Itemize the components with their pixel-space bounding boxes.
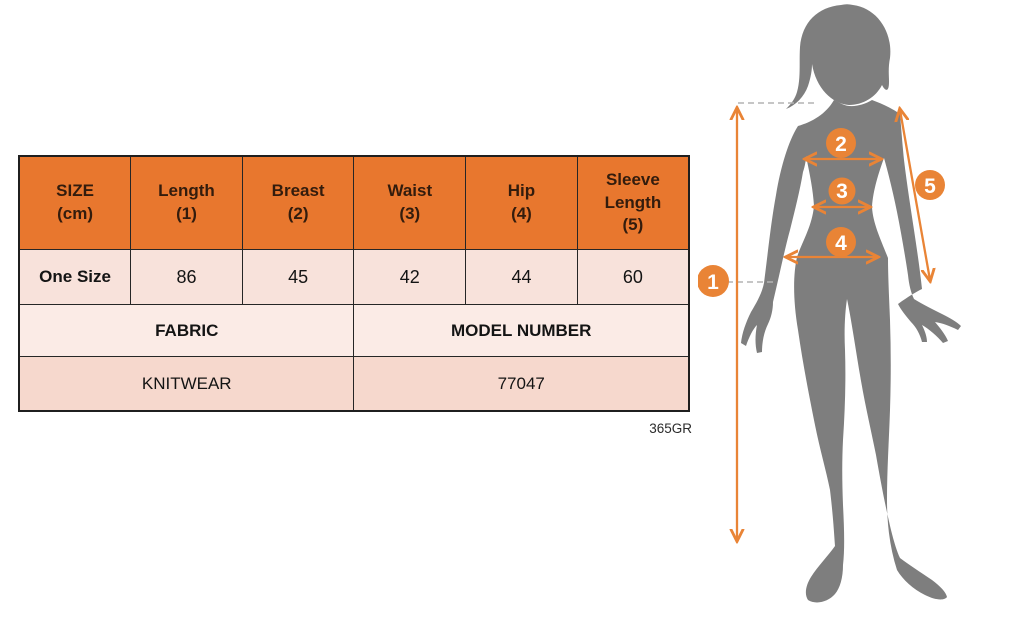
- col-header-waist: Waist (3): [353, 155, 467, 250]
- cell-length-value: 86: [130, 249, 243, 305]
- fabric-model-value-row: KNITWEAR 77047: [18, 356, 690, 412]
- weight-note: 365GR: [649, 421, 692, 436]
- marker-badge-3: 3: [828, 177, 856, 205]
- marker-label-1: 1: [707, 271, 719, 294]
- marker-label-5: 5: [924, 175, 936, 198]
- col-header-sleeve-length: Sleeve Length (5): [576, 155, 690, 250]
- marker-label-4: 4: [835, 232, 847, 255]
- model-number-value-cell: 77047: [353, 356, 690, 412]
- fabric-value-cell: KNITWEAR: [18, 356, 355, 412]
- marker-badge-1: 1: [698, 265, 729, 297]
- model-number-header-cell: MODEL NUMBER: [353, 304, 690, 357]
- col-header-hip: Hip (4): [465, 155, 578, 250]
- measurement-diagram: 1 2 3 4 5: [698, 0, 1024, 617]
- silhouette-head: [786, 4, 891, 109]
- fabric-model-header-row: FABRIC MODEL NUMBER: [18, 304, 690, 357]
- cell-hip-value: 44: [465, 249, 578, 305]
- table-header-row: SIZE (cm) Length (1) Breast (2) Waist (3…: [18, 155, 690, 250]
- dashed-guides: [727, 102, 818, 283]
- col-header-length: Length (1): [130, 155, 243, 250]
- sleeve-arrow: [900, 110, 930, 280]
- marker-badge-5: 5: [915, 170, 945, 200]
- cell-breast-value: 45: [241, 249, 355, 305]
- marker-badge-2: 2: [826, 128, 856, 158]
- marker-label-3: 3: [836, 180, 848, 203]
- cell-waist-value: 42: [353, 249, 467, 305]
- cell-size-label: One Size: [18, 249, 132, 305]
- fabric-header-cell: FABRIC: [18, 304, 355, 357]
- marker-badge-4: 4: [826, 227, 856, 257]
- size-chart-table: SIZE (cm) Length (1) Breast (2) Waist (3…: [18, 155, 690, 412]
- measurement-arrows: [737, 109, 930, 540]
- col-header-size: SIZE (cm): [18, 155, 132, 250]
- size-values-row: One Size 86 45 42 44 60: [18, 249, 690, 305]
- cell-sleeve-length-value: 60: [576, 249, 690, 305]
- female-silhouette: [741, 4, 961, 603]
- col-header-breast: Breast (2): [241, 155, 355, 250]
- marker-badges: 1 2 3 4 5: [698, 128, 945, 297]
- marker-label-2: 2: [835, 133, 847, 156]
